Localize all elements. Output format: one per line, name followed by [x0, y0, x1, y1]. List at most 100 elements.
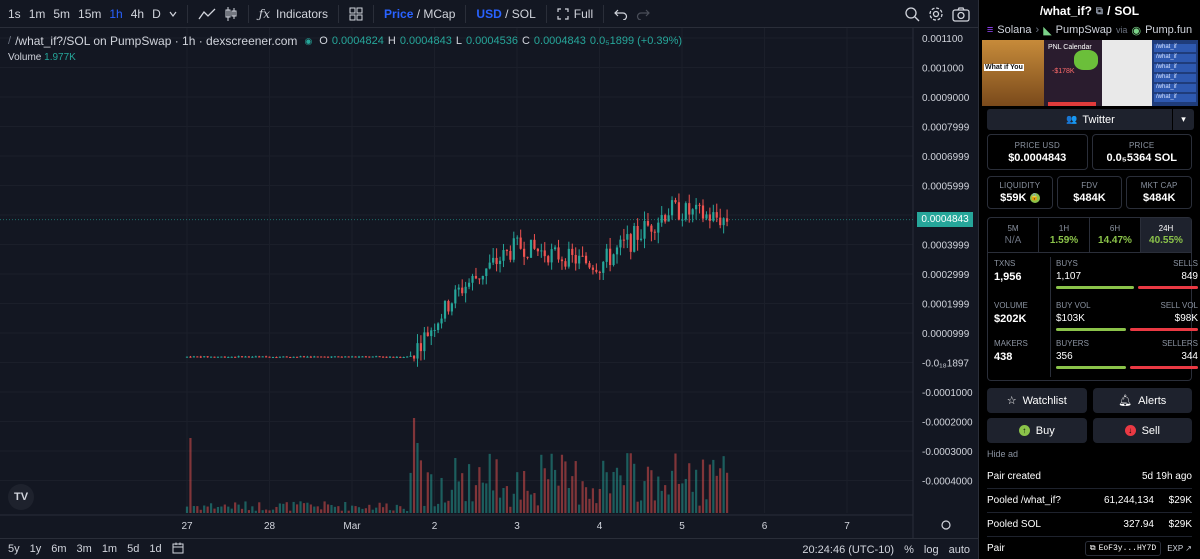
auto-toggle[interactable]: auto [948, 543, 970, 556]
candle-body [591, 267, 595, 270]
candle-style-icon[interactable] [220, 0, 242, 28]
candle-body [560, 259, 564, 262]
candle-body [684, 203, 687, 220]
tab-5m[interactable]: 5M N/A [988, 218, 1039, 252]
camera-icon[interactable] [948, 0, 974, 28]
socials-dropdown-icon[interactable]: ▾ [1172, 109, 1194, 130]
range-6m[interactable]: 6m [51, 543, 67, 555]
candle-body [419, 343, 423, 352]
clock-time[interactable]: 20:24:46 (UTC-10) [802, 543, 895, 556]
candle-body [347, 356, 350, 358]
percent-toggle[interactable]: % [904, 543, 914, 556]
pair-address-row: Pair ⧉ EoF3y...HY7D EXP ↗ [987, 537, 1192, 559]
volume-bar [313, 506, 316, 513]
volume-bar [199, 509, 202, 513]
layouts-icon[interactable] [345, 0, 367, 28]
watchlist-button[interactable]: ☆ Watchlist [987, 388, 1087, 413]
price-mcap-toggle[interactable]: Price / MCap [380, 0, 459, 28]
interval-1h[interactable]: 1h [109, 6, 123, 21]
candle-body [354, 356, 357, 358]
usd-option: USD [476, 6, 502, 21]
interval-1s[interactable]: 1s [8, 6, 21, 21]
volume-bar [505, 486, 509, 513]
range-3m[interactable]: 3m [76, 543, 92, 555]
symbol-eye-icon[interactable]: / [8, 35, 12, 47]
high-value: 0.0004843 [399, 35, 452, 47]
range-1d[interactable]: 1d [149, 543, 162, 555]
sell-button[interactable]: ↓ Sell [1092, 418, 1192, 443]
volume-bar [450, 489, 453, 513]
sellers-value: 344 [1181, 351, 1198, 362]
redo-icon[interactable] [632, 0, 654, 28]
interval-15m[interactable]: 15m [78, 6, 102, 21]
candle-body [402, 357, 405, 359]
interval-4h[interactable]: 4h [130, 6, 145, 21]
volume-bar [254, 510, 257, 513]
volume-bar [234, 502, 237, 513]
volume-bar [719, 468, 722, 513]
drawing-tools-icon[interactable] [194, 0, 220, 28]
tab-value: 40.55% [1149, 235, 1183, 246]
range-5d[interactable]: 5d [127, 543, 140, 555]
candlestick-chart[interactable]: 0.001100 0.001000 0.0009000 0.0007999 0.0006… [0, 28, 978, 538]
chain-name[interactable]: Solana [997, 24, 1032, 36]
launchpad-name[interactable]: Pump.fun [1145, 24, 1193, 36]
volume-bar [557, 485, 560, 513]
tab-1h[interactable]: 1H 1.59% [1039, 218, 1090, 252]
interval-5m[interactable]: 5m [53, 6, 71, 21]
volume-bar [227, 506, 230, 513]
volume-bar [206, 506, 209, 513]
volume-bar [295, 504, 299, 513]
dex-name[interactable]: PumpSwap [1055, 24, 1112, 36]
fullscreen-button[interactable]: Full [553, 0, 597, 28]
tab-value: 1.59% [1049, 235, 1079, 246]
volume-bar [268, 510, 271, 513]
volume-bar [240, 508, 244, 513]
volume-bar [423, 505, 426, 513]
buy-button[interactable]: ↑ Buy [987, 418, 1087, 443]
range-1y[interactable]: 1y [29, 543, 42, 555]
hide-ad-link[interactable]: Hide ad [987, 449, 1019, 459]
date-range-calendar-icon[interactable] [172, 542, 184, 557]
price-usd-card: PRICE USD $0.0004843 [987, 134, 1088, 170]
range-5y[interactable]: 5y [8, 543, 20, 555]
candle-body [443, 301, 447, 319]
tradingview-logo[interactable]: TV [8, 484, 34, 510]
candle-body [725, 218, 729, 222]
volume-stat-label: VOLUME [994, 301, 1028, 310]
y-axis-tick-label: -0.0003000 [922, 447, 973, 458]
txns-label: TXNS [994, 259, 1016, 268]
tab-24h[interactable]: 24H 40.55% [1141, 218, 1191, 252]
indicators-label: Indicators [275, 6, 329, 21]
explorer-link[interactable]: EXP ↗ [1167, 544, 1192, 553]
usd-sol-toggle[interactable]: USD / SOL [472, 0, 539, 28]
candle-body [615, 247, 619, 255]
volume-bar [416, 443, 419, 513]
y-axis-tick-label: 0.0005999 [922, 182, 970, 193]
indicators-button[interactable]: ƒx Indicators [255, 0, 332, 28]
pair-address-copy[interactable]: ⧉ EoF3y...HY7D [1084, 541, 1162, 556]
undo-icon[interactable] [610, 0, 632, 28]
volume-bar [185, 506, 189, 513]
pair-created-value: 5d 19h ago [1141, 471, 1192, 482]
quick-search-icon[interactable] [900, 0, 924, 28]
log-toggle[interactable]: log [923, 543, 939, 556]
buys-bar-fill [1056, 286, 1135, 289]
candle-body [498, 260, 502, 265]
stats-divider [1050, 257, 1051, 377]
candle-body [492, 257, 495, 263]
price-chart[interactable]: 0.001100 0.001000 0.0009000 0.0007999 0.0006… [0, 28, 978, 538]
copy-icon[interactable]: ⧉ [1095, 5, 1104, 17]
x-axis-tick-label: 7 [844, 521, 850, 532]
volume-bar [364, 508, 367, 513]
volume-bar [203, 505, 206, 513]
twitter-button[interactable]: 👥 Twitter ▾ [987, 109, 1194, 130]
interval-1m[interactable]: 1m [28, 6, 46, 21]
alerts-button[interactable]: 🔔︎ Alerts [1092, 388, 1192, 413]
tab-6h[interactable]: 6H 14.47% [1090, 218, 1141, 252]
settings-gear-icon[interactable] [924, 0, 948, 28]
interval-dropdown-icon[interactable] [165, 0, 181, 28]
candle-body [540, 250, 543, 252]
range-1m[interactable]: 1m [101, 543, 118, 555]
interval-d[interactable]: D [152, 6, 161, 21]
